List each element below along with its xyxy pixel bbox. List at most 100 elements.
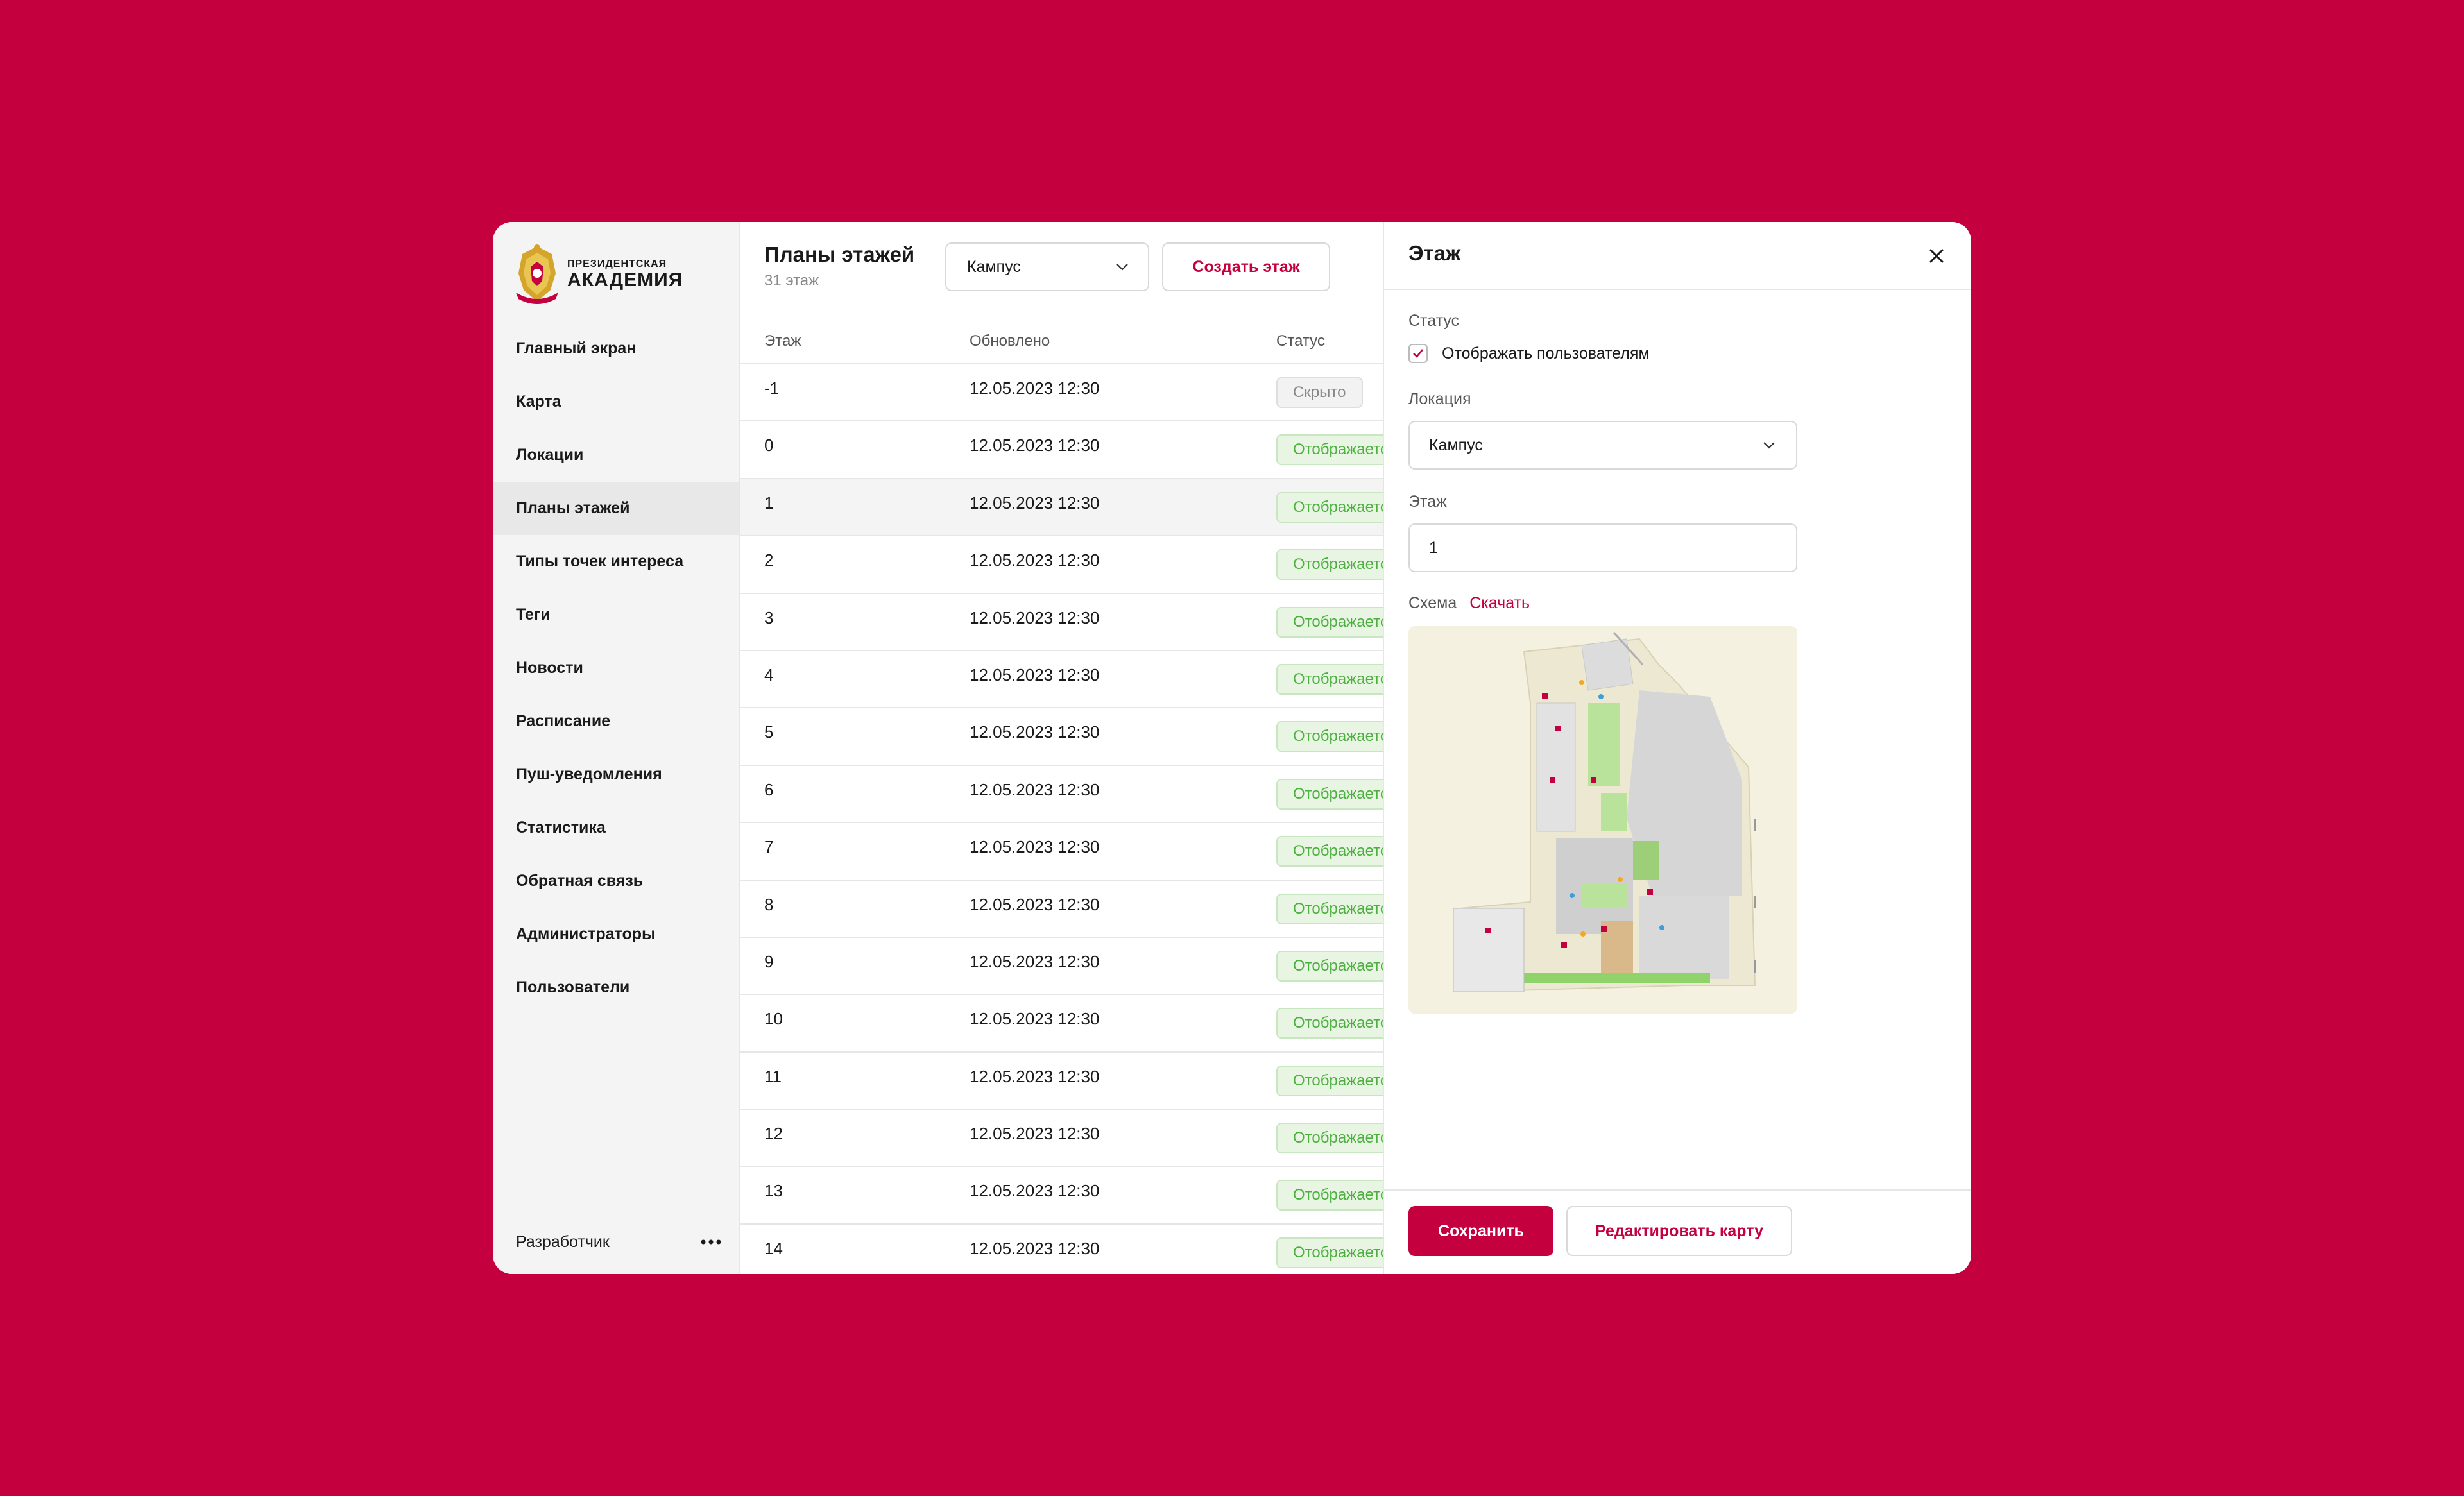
floor-cell: -1 bbox=[764, 378, 780, 398]
sidebar: ПРЕЗИДЕНТСКАЯ АКАДЕМИЯ Главный экран Кар… bbox=[493, 222, 740, 1274]
updated-cell: 12.05.2023 12:30 bbox=[970, 493, 1100, 513]
page-subtitle: 31 этаж bbox=[764, 272, 819, 289]
scheme-label: Схема bbox=[1408, 594, 1457, 612]
sidebar-item-users[interactable]: Пользователи bbox=[516, 978, 630, 996]
sidebar-item-news[interactable]: Новости bbox=[516, 659, 583, 677]
updated-cell: 12.05.2023 12:30 bbox=[970, 1066, 1100, 1086]
table-row[interactable]: 3 12.05.2023 12:30 Отображается bbox=[740, 594, 1413, 651]
create-floor-button[interactable]: Создать этаж bbox=[1162, 242, 1330, 291]
updated-cell: 12.05.2023 12:30 bbox=[970, 1181, 1100, 1201]
floor-cell: 1 bbox=[764, 493, 774, 513]
table-row[interactable]: 10 12.05.2023 12:30 Отображается bbox=[740, 995, 1413, 1053]
table-header: Этаж Обновлено Статус bbox=[740, 325, 1383, 364]
updated-cell: 12.05.2023 12:30 bbox=[970, 1124, 1100, 1144]
updated-cell: 12.05.2023 12:30 bbox=[970, 1238, 1100, 1258]
status-badge: Скрыто bbox=[1276, 377, 1363, 408]
updated-cell: 12.05.2023 12:30 bbox=[970, 894, 1100, 914]
table-row[interactable]: -1 12.05.2023 12:30 Скрыто bbox=[740, 364, 1383, 422]
sidebar-item-tags[interactable]: Теги bbox=[516, 606, 551, 624]
download-link[interactable]: Скачать bbox=[1469, 594, 1530, 612]
floor-cell: 9 bbox=[764, 951, 774, 971]
table-row[interactable]: 2 12.05.2023 12:30 Отображается bbox=[740, 536, 1413, 594]
floor-cell: 11 bbox=[764, 1066, 782, 1086]
column-floor[interactable]: Этаж bbox=[764, 332, 801, 350]
floor-cell: 2 bbox=[764, 550, 774, 570]
table-row[interactable]: 9 12.05.2023 12:30 Отображается bbox=[740, 938, 1413, 996]
close-icon[interactable] bbox=[1927, 246, 1946, 266]
updated-cell: 12.05.2023 12:30 bbox=[970, 837, 1100, 857]
table-row[interactable]: 5 12.05.2023 12:30 Отображается bbox=[740, 708, 1413, 766]
updated-cell: 12.05.2023 12:30 bbox=[970, 779, 1100, 799]
updated-cell: 12.05.2023 12:30 bbox=[970, 722, 1100, 742]
table-row[interactable]: 13 12.05.2023 12:30 Отображается bbox=[740, 1167, 1413, 1225]
table-row[interactable]: 7 12.05.2023 12:30 Отображается bbox=[740, 823, 1413, 881]
sidebar-item-push[interactable]: Пуш-уведомления bbox=[516, 765, 662, 783]
table-row[interactable]: 14 12.05.2023 12:30 Отображается bbox=[740, 1225, 1413, 1274]
current-user: Разработчик bbox=[516, 1229, 721, 1255]
column-updated[interactable]: Обновлено bbox=[970, 332, 1050, 350]
table-row[interactable]: 0 12.05.2023 12:30 Отображается bbox=[740, 421, 1413, 479]
table-row[interactable]: 8 12.05.2023 12:30 Отображается bbox=[740, 881, 1413, 938]
table-row[interactable]: 4 12.05.2023 12:30 Отображается bbox=[740, 651, 1413, 709]
show-to-users-checkbox[interactable] bbox=[1408, 344, 1428, 363]
chevron-down-icon bbox=[1116, 264, 1128, 271]
edit-map-button[interactable]: Редактировать карту bbox=[1566, 1206, 1792, 1256]
location-label: Локация bbox=[1408, 390, 1471, 408]
floor-cell: 3 bbox=[764, 608, 774, 627]
floor-cell: 4 bbox=[764, 665, 774, 684]
updated-cell: 12.05.2023 12:30 bbox=[970, 1009, 1100, 1029]
sidebar-item-map[interactable]: Карта bbox=[516, 393, 561, 411]
updated-cell: 12.05.2023 12:30 bbox=[970, 378, 1100, 398]
column-status[interactable]: Статус bbox=[1276, 332, 1325, 350]
chevron-down-icon bbox=[1763, 442, 1775, 449]
floor-plans-list: Планы этажей 31 этаж Кампус Создать этаж… bbox=[740, 222, 1413, 1274]
status-badge: Отображается bbox=[1276, 1237, 1413, 1268]
updated-cell: 12.05.2023 12:30 bbox=[970, 608, 1100, 627]
checkmark-icon bbox=[1413, 349, 1424, 358]
show-to-users-option: Отображать пользователям bbox=[1408, 344, 1650, 363]
location-select[interactable]: Кампус bbox=[945, 242, 1149, 291]
panel-location-select[interactable]: Кампус bbox=[1408, 421, 1797, 470]
sidebar-nav: Главный экран Карта Локации Планы этажей… bbox=[493, 322, 739, 1014]
floor-cell: 10 bbox=[764, 1009, 783, 1029]
current-user-name: Разработчик bbox=[516, 1232, 610, 1251]
save-button[interactable]: Сохранить bbox=[1408, 1206, 1553, 1256]
logo-text-big: АКАДЕМИЯ bbox=[567, 269, 683, 291]
sidebar-item-home[interactable]: Главный экран bbox=[516, 339, 637, 357]
floor-input[interactable]: 1 bbox=[1408, 523, 1797, 572]
floor-cell: 13 bbox=[764, 1181, 783, 1201]
floor-cell: 7 bbox=[764, 837, 774, 857]
updated-cell: 12.05.2023 12:30 bbox=[970, 436, 1100, 455]
sidebar-item-floor-plans[interactable]: Планы этажей bbox=[493, 482, 739, 535]
logo-text-small: ПРЕЗИДЕНТСКАЯ bbox=[567, 259, 667, 269]
floor-edit-panel: Этаж Статус Отображать пользователям Лок… bbox=[1383, 222, 1971, 1274]
floor-input-value: 1 bbox=[1429, 538, 1438, 557]
sidebar-item-schedule[interactable]: Расписание bbox=[516, 712, 611, 730]
floor-cell: 6 bbox=[764, 779, 774, 799]
floor-cell: 12 bbox=[764, 1124, 783, 1144]
panel-footer: Сохранить Редактировать карту bbox=[1384, 1189, 1971, 1274]
panel-title: Этаж bbox=[1408, 241, 1461, 265]
more-dots-icon[interactable] bbox=[701, 1239, 721, 1245]
floor-scheme-image bbox=[1408, 626, 1797, 1014]
floor-cell: 14 bbox=[764, 1238, 783, 1258]
table-row[interactable]: 11 12.05.2023 12:30 Отображается bbox=[740, 1053, 1413, 1110]
updated-cell: 12.05.2023 12:30 bbox=[970, 665, 1100, 684]
sidebar-item-statistics[interactable]: Статистика bbox=[516, 819, 606, 837]
logo: ПРЕЗИДЕНТСКАЯ АКАДЕМИЯ bbox=[513, 240, 683, 309]
sidebar-item-feedback[interactable]: Обратная связь bbox=[516, 872, 644, 890]
table-row[interactable]: 1 12.05.2023 12:30 Отображается bbox=[740, 479, 1413, 537]
floor-cell: 8 bbox=[764, 894, 774, 914]
show-to-users-label: Отображать пользователям bbox=[1442, 344, 1650, 362]
sidebar-item-poi-types[interactable]: Типы точек интереса bbox=[516, 552, 684, 570]
sidebar-item-admins[interactable]: Администраторы bbox=[516, 925, 656, 943]
table-row[interactable]: 12 12.05.2023 12:30 Отображается bbox=[740, 1110, 1413, 1168]
academy-emblem-icon bbox=[516, 244, 558, 304]
table-row[interactable]: 6 12.05.2023 12:30 Отображается bbox=[740, 766, 1413, 824]
sidebar-item-locations[interactable]: Локации bbox=[516, 446, 584, 464]
floor-cell: 5 bbox=[764, 722, 774, 742]
status-label: Статус bbox=[1408, 312, 1460, 330]
floor-label: Этаж bbox=[1408, 493, 1447, 511]
app-window: ПРЕЗИДЕНТСКАЯ АКАДЕМИЯ Главный экран Кар… bbox=[493, 222, 1971, 1274]
table-body: -1 12.05.2023 12:30 Скрыто 0 12.05.2023 12:3… bbox=[740, 364, 1413, 1274]
